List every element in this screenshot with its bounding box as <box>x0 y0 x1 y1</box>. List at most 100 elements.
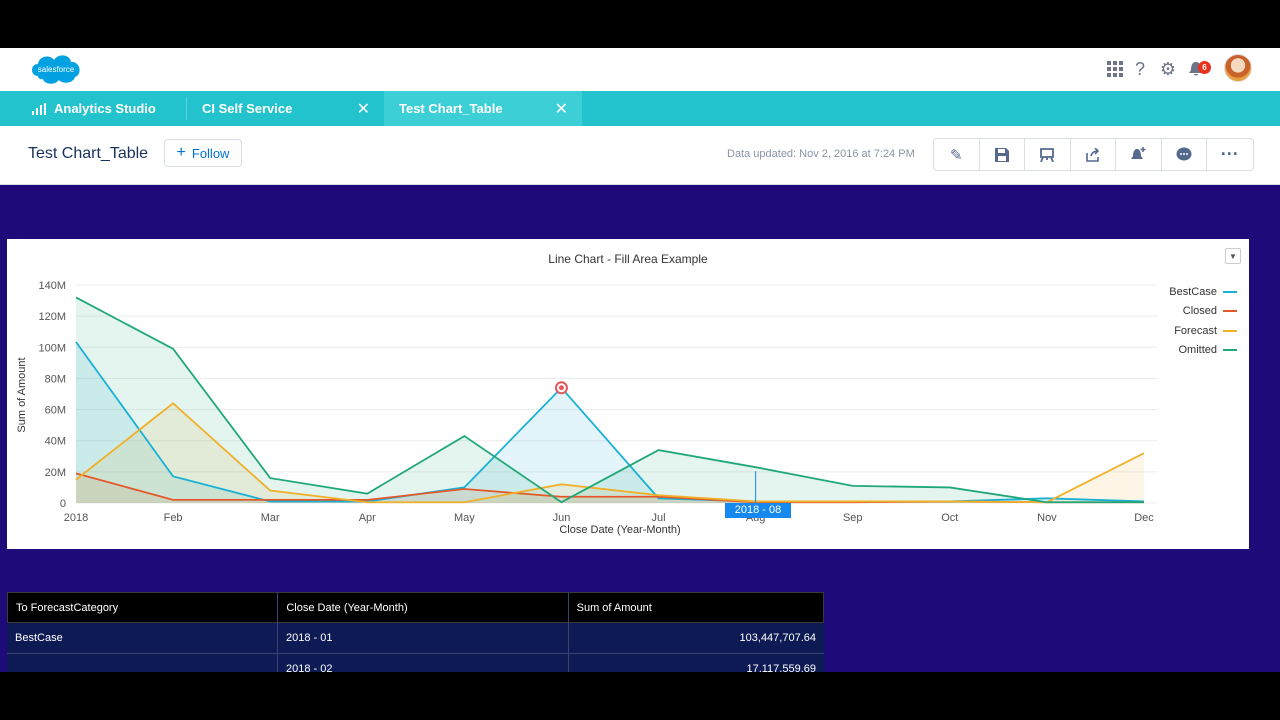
pencil-icon[interactable]: ✎ <box>934 139 980 170</box>
action-toolbar: ✎ ··· <box>933 138 1254 171</box>
y-tick-label: 80M <box>45 373 66 385</box>
x-tick-label: Jun <box>553 512 571 524</box>
x-tick-label: May <box>454 512 475 524</box>
tab-bar: Analytics Studio CI Self Service ✕ Test … <box>0 91 1280 126</box>
column-header[interactable]: Sum of Amount <box>576 601 652 614</box>
x-tick-label: Sep <box>843 512 863 524</box>
notification-badge: 6 <box>1198 61 1211 74</box>
legend-label: Closed <box>1182 305 1217 318</box>
y-tick-label: 140M <box>38 280 66 292</box>
x-tick-label: Mar <box>261 512 280 524</box>
column-header[interactable]: Close Date (Year-Month) <box>278 593 569 622</box>
share-icon[interactable] <box>1071 139 1116 170</box>
table-row[interactable]: BestCase 2018 - 01 103,447,707.64 <box>7 623 824 654</box>
x-tick-label: Nov <box>1037 512 1057 524</box>
tab-ci-self-service[interactable]: CI Self Service ✕ <box>186 91 384 126</box>
salesforce-logo[interactable]: salesforce <box>28 50 84 88</box>
table-cell: 2018 - 01 <box>278 623 569 653</box>
close-icon[interactable]: ✕ <box>356 100 370 118</box>
series-line-omitted <box>75 296 1144 504</box>
table-header-row: To ForecastCategory Close Date (Year-Mon… <box>7 592 824 623</box>
tab-analytics-studio[interactable]: Analytics Studio <box>0 91 186 126</box>
x-tick-label: Feb <box>164 512 183 524</box>
y-tick-label: 20M <box>45 467 66 479</box>
hover-marker <box>554 381 757 503</box>
follow-label: Follow <box>191 145 230 161</box>
present-icon-glyph <box>1040 147 1055 162</box>
legend-swatch <box>1223 310 1237 313</box>
avatar[interactable] <box>1224 54 1252 82</box>
gear-icon[interactable]: ⚙ <box>1159 58 1177 79</box>
y-tick-label: 100M <box>38 342 66 354</box>
y-axis-ticks: 0 20M 40M 60M 80M 100M 120M 140M <box>38 280 66 510</box>
chart-menu-dropdown[interactable]: ▼ <box>1225 248 1241 264</box>
legend-label: Omitted <box>1178 344 1217 357</box>
app-frame: salesforce ? ⚙ 6 Analytics Studio CI Sel… <box>0 48 1280 672</box>
legend-item[interactable]: BestCase <box>1147 282 1237 302</box>
x-tick-label: Apr <box>359 512 376 524</box>
y-tick-label: 40M <box>45 436 66 448</box>
legend-swatch <box>1223 329 1237 332</box>
x-tooltip: 2018 - 08 <box>725 503 791 518</box>
save-icon[interactable] <box>980 139 1025 170</box>
notify-icon-glyph <box>1130 147 1146 159</box>
more-icon[interactable]: ··· <box>1220 144 1239 164</box>
help-icon[interactable]: ? <box>1134 58 1145 79</box>
comment-icon[interactable] <box>1162 139 1207 170</box>
follow-button[interactable]: + Follow <box>164 139 242 167</box>
x-tick-label: Jul <box>652 512 666 524</box>
chart-legend: BestCase Closed Forecast Omitted <box>1147 282 1237 360</box>
tab-label: Analytics Studio <box>54 101 156 116</box>
notify-icon[interactable] <box>1116 139 1162 170</box>
series-area-omitted <box>76 297 1144 503</box>
logo-text: salesforce <box>38 65 75 74</box>
table-cell: 2018 - 02 <box>278 654 569 672</box>
present-icon[interactable] <box>1025 139 1071 170</box>
table-cell <box>7 654 278 672</box>
table-cell: BestCase <box>7 623 278 653</box>
legend-label: BestCase <box>1169 285 1217 298</box>
y-axis-label: Sum of Amount <box>16 357 28 433</box>
data-updated-text: Data updated: Nov 2, 2016 at 7:24 PM <box>727 148 915 160</box>
legend-label: Forecast <box>1174 324 1217 337</box>
table-cell: 17,117,559.69 <box>746 663 816 672</box>
chart-lines <box>75 296 1145 504</box>
hover-point-core <box>558 385 564 391</box>
legend-item[interactable]: Omitted <box>1147 341 1237 361</box>
tab-label: Test Chart_Table <box>399 101 503 116</box>
legend-swatch <box>1223 290 1237 293</box>
chart-bars-icon <box>32 102 46 115</box>
plus-icon: + <box>176 144 186 161</box>
series-line-forecast <box>75 402 1145 504</box>
legend-item[interactable]: Forecast <box>1147 321 1237 341</box>
legend-item[interactable]: Closed <box>1147 302 1237 322</box>
tab-test-chart-table[interactable]: Test Chart_Table ✕ <box>384 91 582 126</box>
page-title: Test Chart_Table <box>28 145 149 162</box>
save-icon-glyph <box>994 147 1009 162</box>
series-area-bestcase <box>76 341 1144 503</box>
table-cell: 103,447,707.64 <box>739 632 816 644</box>
grid-icon[interactable] <box>1104 58 1126 80</box>
legend-swatch <box>1223 349 1237 352</box>
y-tick-label: 60M <box>45 405 66 417</box>
table-row[interactable]: 2018 - 02 17,117,559.69 <box>7 654 824 672</box>
x-axis-label: Close Date (Year-Month) <box>559 524 681 536</box>
y-tick-label: 0 <box>60 498 66 510</box>
close-icon[interactable]: ✕ <box>554 100 568 118</box>
x-tick-label: Dec <box>1134 512 1154 524</box>
column-header[interactable]: To ForecastCategory <box>8 593 279 622</box>
line-area-chart[interactable]: 0 20M 40M 60M 80M 100M 120M 140M 2018 Feb Mar Apr M… <box>7 239 1249 549</box>
grid-icon-glyph <box>1107 61 1123 77</box>
chart-title: Line Chart - Fill Area Example <box>548 252 708 266</box>
tab-label: CI Self Service <box>202 101 293 116</box>
chart-widget: Line Chart - Fill Area Example ▼ 0 20M 40M… <box>7 239 1249 549</box>
page-header: Test Chart_Table + Follow Data updated: … <box>0 126 1280 185</box>
series-area-forecast <box>76 403 1144 503</box>
x-axis-ticks: 2018 Feb Mar Apr May Jun Jul Aug Sep Oct Nov Dec <box>64 512 1155 524</box>
x-tick-label: 2018 <box>64 512 88 524</box>
data-table: To ForecastCategory Close Date (Year-Mon… <box>7 592 824 672</box>
comment-icon-glyph <box>1176 147 1192 161</box>
x-tick-label: Oct <box>941 512 958 524</box>
y-tick-label: 120M <box>38 311 66 323</box>
tab-divider <box>186 97 187 120</box>
